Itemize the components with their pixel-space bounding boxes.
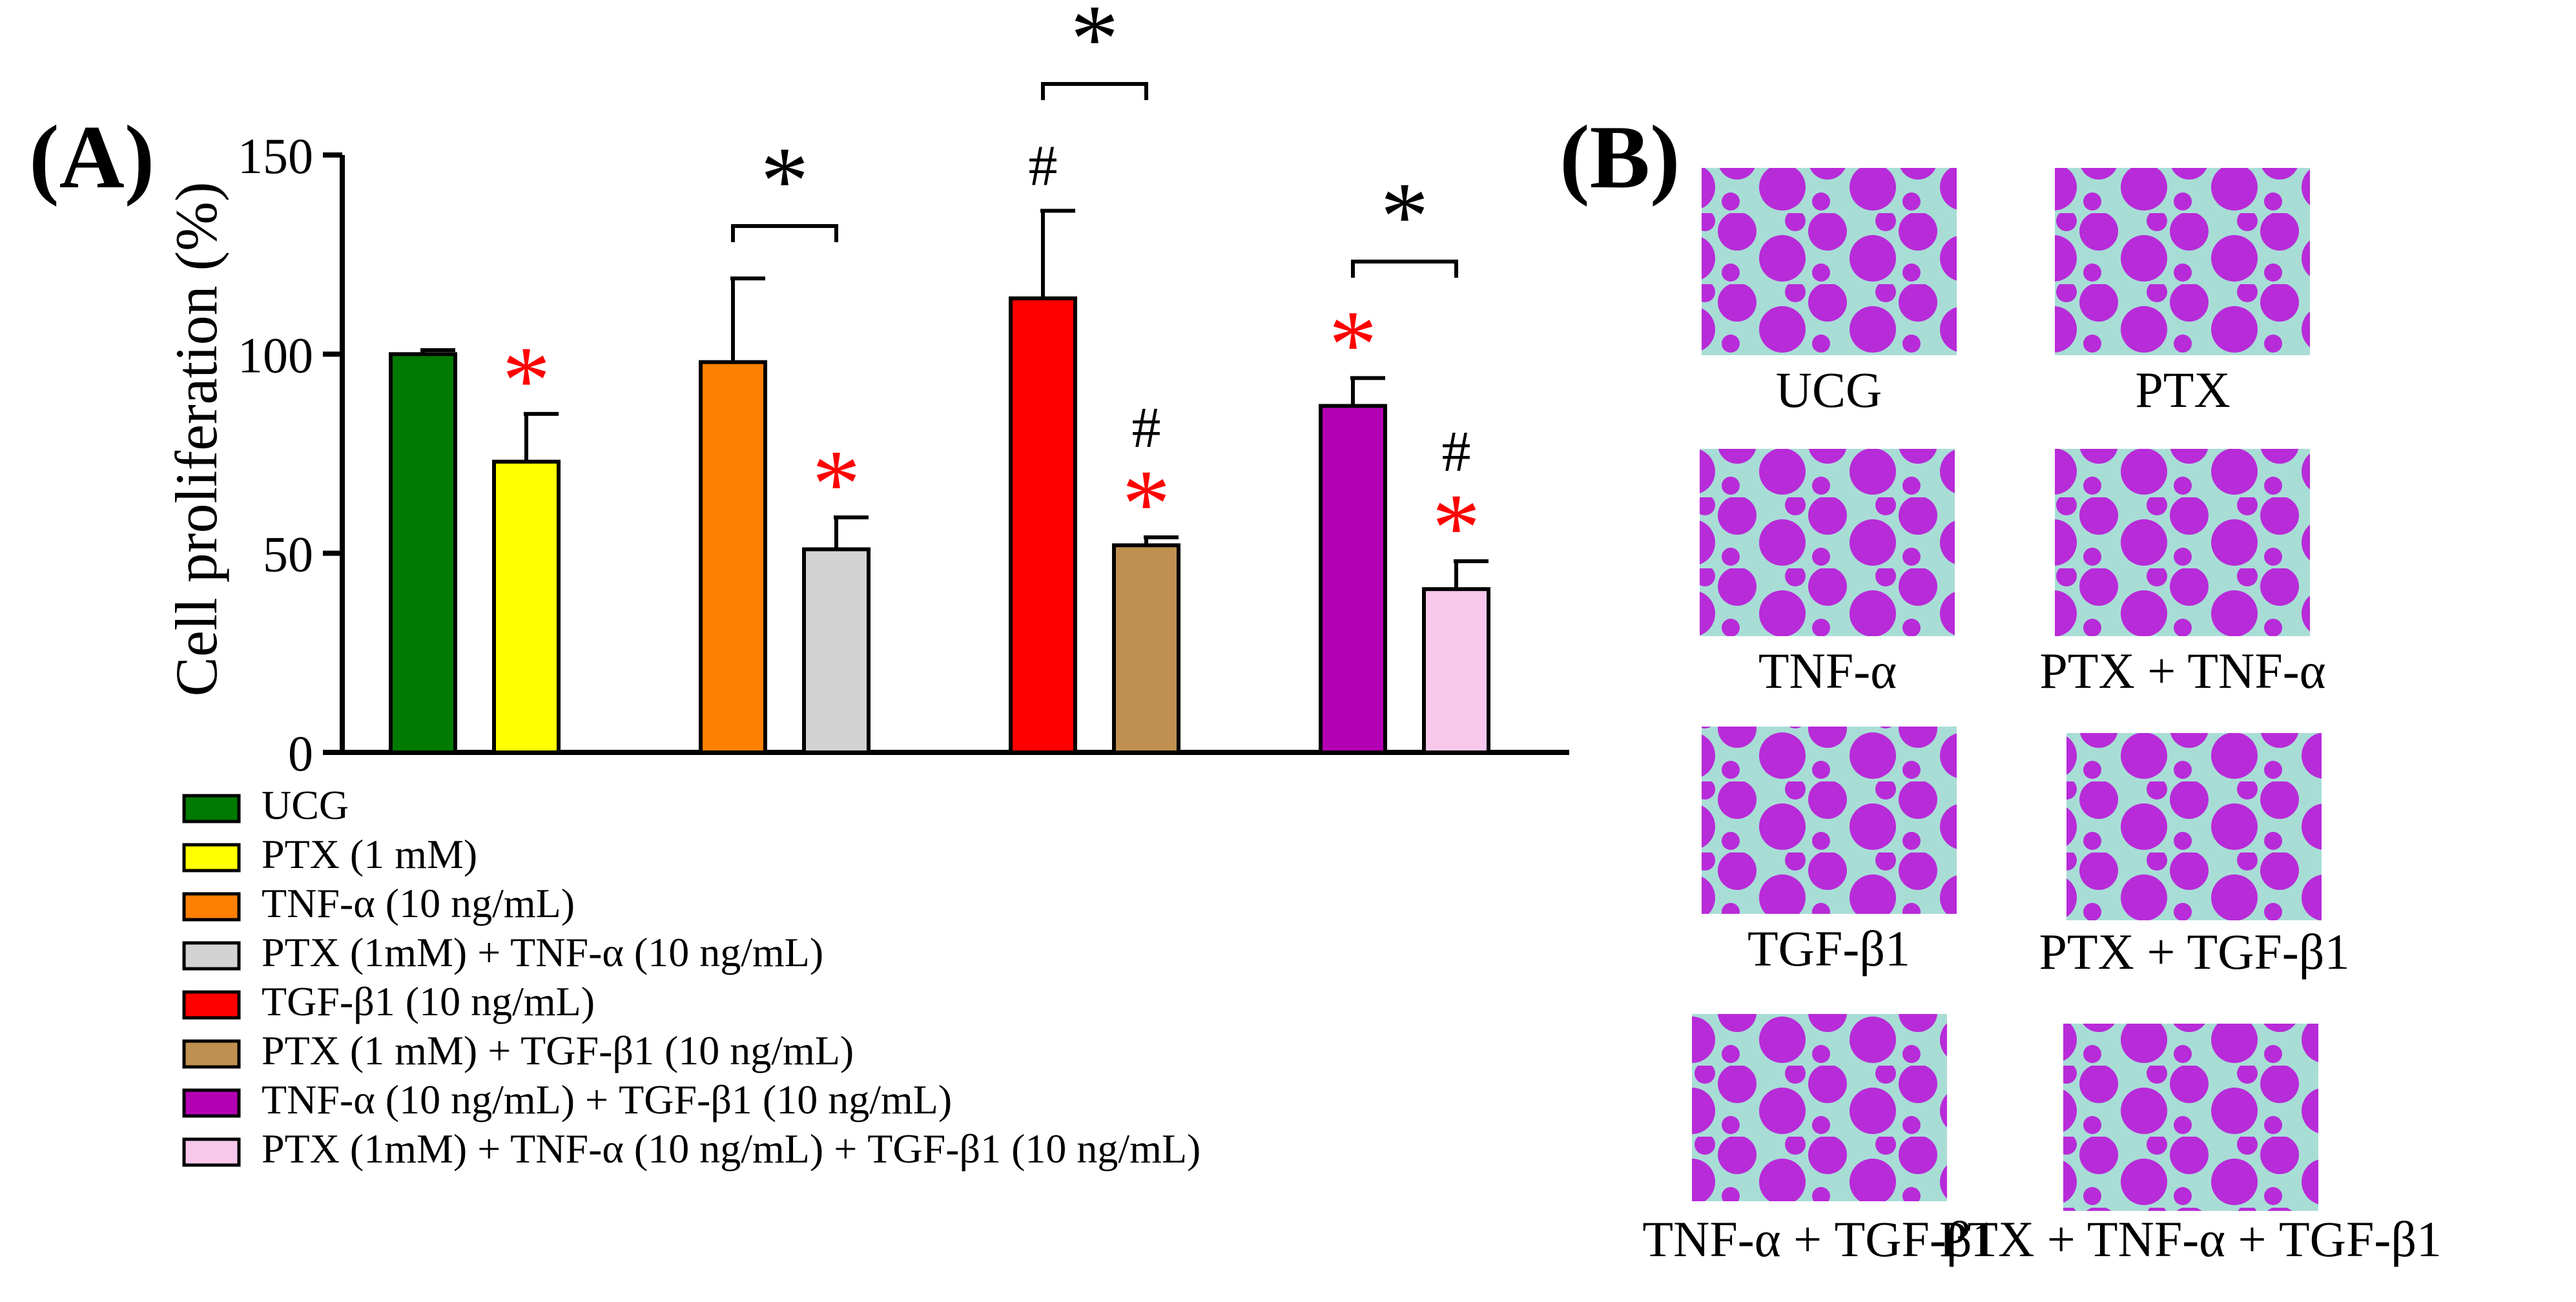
panel-b-label: (B) bbox=[1560, 107, 1680, 207]
hash-6: # bbox=[1132, 396, 1161, 460]
bar-6 bbox=[1112, 543, 1180, 754]
legend-label-3: TNF-α (10 ng/mL) bbox=[262, 880, 575, 926]
micrograph-caption-1: UCG bbox=[1776, 362, 1882, 418]
micrograph-2 bbox=[2055, 168, 2310, 355]
micrograph-caption-6: PTX + TGF-β1 bbox=[2039, 924, 2350, 980]
bar-4 bbox=[802, 547, 871, 754]
y-tick-label: 100 bbox=[238, 327, 313, 383]
micrograph-5 bbox=[1702, 727, 1957, 914]
significance-bracket-1 bbox=[731, 224, 838, 242]
red-star-6: * bbox=[1122, 450, 1171, 557]
micrograph-3 bbox=[1700, 449, 1955, 636]
red-star-4: * bbox=[812, 430, 861, 537]
black-star-2: * bbox=[1071, 0, 1119, 92]
legend-swatch-6 bbox=[182, 1039, 241, 1069]
legend-label-4: PTX (1mM) + TNF-α (10 ng/mL) bbox=[262, 929, 823, 975]
legend-swatch-8 bbox=[182, 1137, 241, 1167]
micrograph-caption-2: PTX bbox=[2135, 362, 2230, 418]
micrograph-caption-8: PTX + TNF-α + TGF-β1 bbox=[1939, 1211, 2442, 1267]
micrograph-1 bbox=[1702, 168, 1957, 355]
y-axis-label: Cell proliferation (%) bbox=[163, 181, 229, 696]
hash-5: # bbox=[1029, 134, 1058, 198]
significance-bracket-3 bbox=[1351, 260, 1458, 278]
bar-3 bbox=[699, 360, 767, 754]
legend-label-6: PTX (1 mM) + TGF-β1 (10 ng/mL) bbox=[262, 1028, 854, 1073]
micrograph-caption-4: PTX + TNF-α bbox=[2039, 643, 2325, 699]
bar-8 bbox=[1422, 587, 1490, 755]
bar-7 bbox=[1319, 404, 1387, 754]
y-tick-label: 50 bbox=[263, 526, 313, 583]
legend-swatch-3 bbox=[182, 892, 241, 922]
significance-bracket-2 bbox=[1041, 82, 1148, 100]
bar-2 bbox=[492, 459, 561, 754]
legend-swatch-2 bbox=[182, 843, 241, 873]
bar-1 bbox=[389, 352, 457, 754]
micrograph-7 bbox=[1692, 1014, 1947, 1201]
y-tick-label: 150 bbox=[238, 128, 313, 184]
red-star-2: * bbox=[502, 327, 551, 434]
micrograph-8 bbox=[2063, 1024, 2318, 1211]
hash-8: # bbox=[1442, 420, 1471, 484]
black-star-1: * bbox=[761, 127, 809, 234]
legend-label-8: PTX (1mM) + TNF-α (10 ng/mL) + TGF-β1 (1… bbox=[262, 1126, 1200, 1172]
legend-label-1: UCG bbox=[262, 782, 349, 828]
legend-label-2: PTX (1 mM) bbox=[262, 831, 477, 877]
micrograph-caption-5: TGF-β1 bbox=[1747, 920, 1910, 976]
legend-swatch-5 bbox=[182, 990, 241, 1020]
bar-5 bbox=[1009, 296, 1077, 754]
micrograph-caption-3: TNF-α bbox=[1758, 643, 1897, 699]
legend-swatch-1 bbox=[182, 794, 241, 823]
panel-a-label: (A) bbox=[29, 107, 154, 207]
black-star-3: * bbox=[1381, 163, 1429, 270]
legend-label-7: TNF-α (10 ng/mL) + TGF-β1 (10 ng/mL) bbox=[262, 1077, 952, 1122]
red-star-8: * bbox=[1432, 474, 1481, 581]
y-tick-label: 0 bbox=[288, 725, 313, 781]
micrograph-4 bbox=[2055, 449, 2310, 636]
legend-label-5: TGF-β1 (10 ng/mL) bbox=[262, 978, 595, 1024]
micrograph-6 bbox=[2066, 733, 2322, 920]
legend-swatch-4 bbox=[182, 941, 241, 971]
micrograph-caption-7: TNF-α + TGF-β1 bbox=[1642, 1211, 1997, 1267]
legend-swatch-7 bbox=[182, 1088, 241, 1118]
red-star-7: * bbox=[1329, 291, 1377, 398]
